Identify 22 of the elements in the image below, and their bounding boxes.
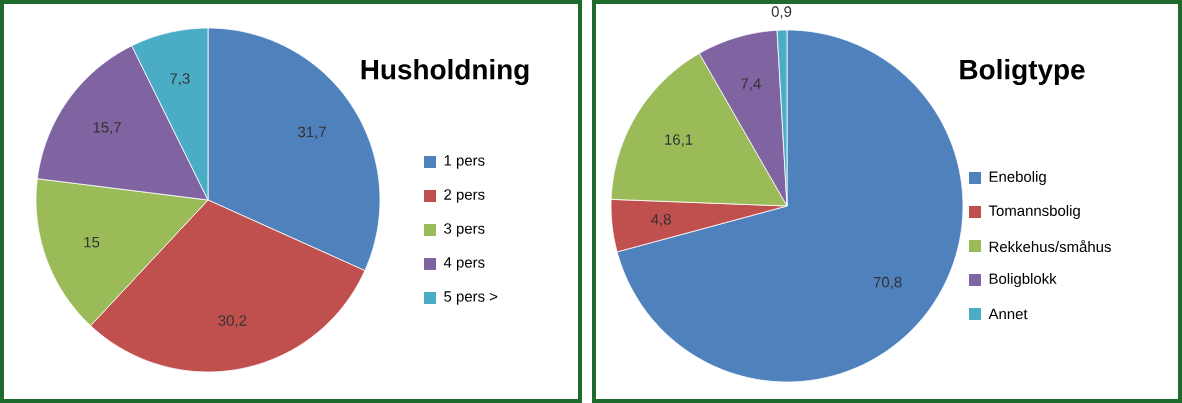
data-label: 7,4 <box>741 78 761 91</box>
legend-label: Tomannsbolig <box>988 205 1080 219</box>
data-label: 0,9 <box>771 6 792 19</box>
legend-label: 1 pers <box>444 155 485 169</box>
data-label: 15,7 <box>93 122 121 135</box>
legend-label: Enebolig <box>989 171 1046 185</box>
legend-label: 2 pers <box>444 189 485 203</box>
text: Husholdning <box>361 58 529 86</box>
legend-label: 4 pers <box>443 257 485 271</box>
legend-label: Rekkehus/småhus <box>989 239 1111 253</box>
data-label: 31,7 <box>298 126 326 139</box>
data-label: 70,8 <box>873 276 902 290</box>
text: Boligtype <box>960 58 1085 86</box>
data-label: 7,3 <box>170 73 190 86</box>
data-label: 15 <box>84 236 100 248</box>
data-label: 30,2 <box>218 315 247 328</box>
legend-label: Annet <box>988 308 1028 320</box>
data-label: 16,1 <box>665 134 693 147</box>
legend-label: 5 pers > <box>444 291 498 305</box>
legend-label: Boligblokk <box>989 273 1057 287</box>
data-label: 4,8 <box>651 214 671 227</box>
legend-label: 3 pers <box>444 223 485 237</box>
